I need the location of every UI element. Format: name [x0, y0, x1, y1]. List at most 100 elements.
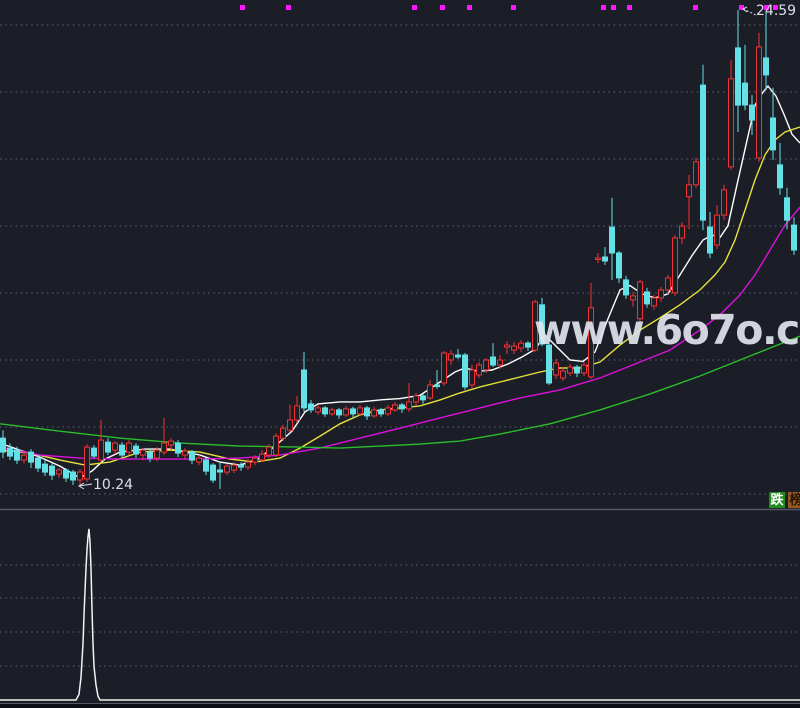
candle-body-down — [490, 356, 496, 366]
candle-body-up — [154, 449, 160, 459]
candle-body-up — [84, 446, 90, 480]
candle-body-down — [91, 447, 97, 457]
candle-body-up — [567, 366, 573, 374]
high-price-label: 24.59 — [756, 3, 797, 19]
signal-marker-dot — [601, 5, 606, 10]
candle-body-down — [784, 197, 790, 221]
candle-body-up — [196, 457, 202, 463]
candle-body-up — [259, 453, 265, 461]
candle-body-up — [651, 297, 657, 307]
candle-body-up — [588, 307, 594, 378]
candle-body-up — [294, 405, 300, 421]
candle-body-down — [602, 256, 608, 262]
candle-body-up — [672, 237, 678, 294]
candle-body-up — [329, 409, 335, 415]
candle-body-down — [378, 409, 384, 415]
candle-body-up — [665, 277, 671, 291]
signal-marker-dot — [627, 5, 632, 10]
candle-body-up — [511, 345, 517, 351]
candle-body-up — [693, 161, 699, 186]
candle-body-down — [238, 464, 244, 468]
candle-body-up — [637, 281, 643, 320]
candle-body-down — [420, 395, 426, 401]
candle-body-down — [609, 226, 615, 254]
candle-body-up — [483, 359, 489, 371]
candle-body-up — [371, 409, 377, 417]
candle-body-up — [504, 344, 510, 348]
candle-body-down — [735, 47, 741, 106]
candle-body-down — [777, 164, 783, 189]
candle-body-up — [658, 289, 664, 299]
candle-body-up — [231, 464, 237, 471]
signal-marker-dot — [611, 5, 616, 10]
candle-body-down — [308, 403, 314, 411]
candle-body-up — [21, 454, 27, 461]
candle-body-up — [532, 301, 538, 351]
candle-body-up — [385, 407, 391, 415]
candle-body-up — [392, 404, 398, 411]
candle-body-down — [203, 459, 209, 472]
candle-body-up — [581, 364, 587, 374]
signal-marker-dot — [764, 5, 769, 10]
candle-body-up — [56, 469, 62, 475]
candle-body-up — [406, 401, 412, 410]
high-arrow-head — [742, 6, 748, 13]
signal-marker-dot — [286, 5, 291, 10]
candle-body-up — [161, 442, 167, 453]
candle-body-down — [350, 408, 356, 415]
low-price-label: 10.24 — [93, 477, 134, 493]
candle-body-up — [98, 439, 104, 461]
candle-body-down — [119, 444, 125, 456]
candle-body-down — [35, 457, 41, 469]
bottom-strip — [0, 703, 800, 708]
candle-body-up — [413, 395, 419, 403]
candle-body-up — [448, 353, 454, 361]
candle-body-up — [343, 408, 349, 416]
candle-body-up — [77, 471, 83, 481]
candle-body-down — [434, 384, 440, 387]
signal-marker-dot — [739, 5, 744, 10]
ticker-badge-bang[interactable]: 榜 — [788, 492, 800, 508]
candle-body-down — [147, 451, 153, 459]
candle-body-up — [168, 440, 174, 446]
candle-body-down — [749, 104, 755, 121]
low-annotation-arrow — [78, 483, 93, 487]
signal-marker-dot — [240, 5, 245, 10]
signal-marker-dot — [693, 5, 698, 10]
candle-body-up — [679, 225, 685, 239]
signal-marker-dot — [412, 5, 417, 10]
candle-body-up — [756, 46, 762, 159]
candle-body-down — [105, 441, 111, 453]
candle-body-up — [252, 457, 258, 463]
candle-body-down — [217, 469, 223, 473]
candle-body-down — [763, 57, 769, 76]
candle-body-up — [266, 446, 272, 456]
signal-marker-dot — [773, 5, 778, 10]
candle-body-down — [70, 471, 76, 481]
signal-spike-indicator — [0, 528, 800, 701]
ma-mid-yellow — [0, 126, 800, 466]
candle-body-up — [476, 364, 482, 376]
candle-body-down — [462, 354, 468, 388]
candle-body-down — [399, 404, 405, 410]
candle-body-up — [315, 407, 321, 413]
candle-body-down — [301, 369, 307, 409]
candle-body-down — [189, 451, 195, 461]
candle-body-down — [14, 449, 20, 461]
candle-body-down — [616, 252, 622, 279]
candle-body-up — [126, 442, 132, 453]
candle-body-down — [42, 463, 48, 473]
ma-longest-green — [0, 335, 800, 449]
candle-body-down — [700, 84, 706, 221]
candle-body-down — [364, 407, 370, 417]
ticker-badge-die[interactable]: 跌 — [769, 492, 785, 508]
candle-body-up — [182, 450, 188, 456]
candle-body-down — [210, 464, 216, 481]
candle-body-up — [686, 184, 692, 198]
candle-body-up — [560, 370, 566, 379]
candle-body-down — [455, 354, 461, 358]
candle-body-down — [175, 442, 181, 454]
candle-body-up — [497, 359, 503, 366]
candle-body-down — [133, 445, 139, 455]
